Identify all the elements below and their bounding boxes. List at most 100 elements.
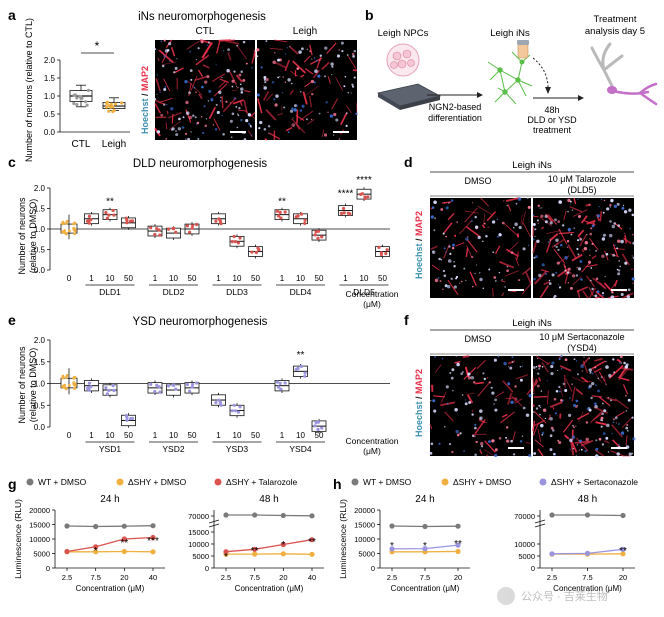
panel-a-stain-label: Hoechst / MAP2 bbox=[140, 66, 150, 134]
map2-fiber bbox=[213, 118, 221, 131]
nucleus-dot bbox=[600, 425, 603, 428]
map2-fiber bbox=[187, 80, 203, 96]
nucleus-dot bbox=[620, 292, 624, 297]
map2-fiber bbox=[222, 97, 237, 113]
nucleus-dot bbox=[313, 57, 316, 59]
nucleus-dot bbox=[614, 244, 616, 247]
series-point bbox=[620, 551, 626, 557]
map2-fiber bbox=[208, 106, 217, 120]
nucleus-dot bbox=[560, 367, 563, 370]
nucleus-dot bbox=[203, 105, 206, 108]
a-point bbox=[111, 105, 115, 109]
nucleus-dot bbox=[467, 376, 472, 380]
c-chart-point bbox=[89, 218, 93, 222]
line-significance: * bbox=[390, 541, 394, 552]
nucleus-dot bbox=[576, 267, 578, 269]
nucleus-dot bbox=[610, 198, 614, 203]
nucleus-dot bbox=[195, 59, 197, 61]
map2-fiber bbox=[501, 292, 505, 297]
nucleus-dot bbox=[560, 243, 563, 247]
nucleus-dot bbox=[557, 439, 560, 442]
panel-b-arrow2-line3: treatment bbox=[533, 125, 572, 135]
nucleus-dot bbox=[222, 49, 225, 52]
c-chart-control-point bbox=[73, 221, 77, 225]
e-chart-conc-tick: 50 bbox=[315, 431, 324, 440]
c-chart-point bbox=[125, 218, 129, 222]
nucleus-dot bbox=[459, 432, 462, 435]
map2-fiber bbox=[471, 409, 474, 413]
nucleus-dot bbox=[533, 392, 535, 395]
nucleus-dot bbox=[287, 131, 290, 134]
map2-fiber bbox=[541, 362, 549, 373]
line-ytick-label: 0 bbox=[371, 564, 375, 573]
map2-fiber bbox=[430, 245, 438, 251]
panel-g-legend-wt: WT + DMSO bbox=[38, 477, 87, 487]
panel-b-arrow2-line1: 48h bbox=[544, 105, 559, 115]
line-chart-title: 24 h bbox=[415, 494, 434, 505]
map2-fiber bbox=[306, 119, 315, 125]
nucleus-dot bbox=[233, 97, 236, 100]
nucleus-dot bbox=[594, 294, 598, 298]
e-chart-point bbox=[214, 401, 218, 405]
c-chart-conc-tick: 50 bbox=[188, 274, 197, 283]
nucleus-dot bbox=[620, 362, 622, 364]
nucleus-dot bbox=[590, 267, 593, 269]
map2-fiber bbox=[327, 76, 331, 84]
nucleus-dot bbox=[602, 211, 605, 214]
map2-fiber bbox=[521, 211, 526, 226]
nucleus-dot bbox=[327, 111, 329, 114]
nucleus-dot bbox=[330, 74, 333, 76]
nucleus-dot bbox=[624, 365, 629, 369]
nucleus-dot bbox=[248, 122, 251, 125]
nucleus-dot bbox=[562, 382, 565, 386]
nucleus-dot bbox=[612, 418, 615, 421]
nucleus-dot bbox=[595, 384, 597, 386]
nucleus-dot bbox=[212, 124, 215, 126]
nucleus-dot bbox=[240, 118, 243, 122]
nucleus-dot bbox=[345, 124, 348, 127]
nucleus-dot bbox=[346, 54, 349, 56]
map2-fiber bbox=[347, 55, 357, 69]
nucleus-dot bbox=[575, 360, 578, 362]
panel-e-xlabel: Concentration bbox=[346, 436, 399, 446]
panel-h-legend-ser: ΔSHY + Sertaconazole bbox=[551, 477, 638, 487]
nucleus-dot bbox=[311, 92, 314, 96]
c-chart-significance: ** bbox=[106, 197, 114, 208]
series-point bbox=[121, 548, 127, 555]
e-chart-control-point bbox=[61, 376, 65, 380]
map2-fiber bbox=[166, 110, 169, 115]
e-chart-ytick-label: 1.5 bbox=[34, 358, 46, 367]
map2-fiber bbox=[622, 384, 629, 395]
c-chart-point bbox=[149, 226, 153, 230]
map2-fiber bbox=[243, 100, 248, 114]
panel-b-arrow1-line1: NGN2-based bbox=[429, 102, 482, 112]
map2-fiber bbox=[534, 379, 539, 386]
line-ytick-label: 5000 bbox=[33, 550, 50, 559]
nucleus-dot bbox=[522, 406, 526, 410]
nucleus-dot bbox=[504, 286, 506, 288]
panel-a-title: iNs neuromorphogenesis bbox=[138, 11, 266, 23]
nucleus-dot bbox=[541, 207, 543, 209]
nucleus-dot bbox=[338, 138, 341, 140]
series-line bbox=[226, 553, 313, 555]
nucleus-dot bbox=[296, 105, 298, 107]
nucleus-dot bbox=[488, 381, 491, 384]
nucleus-dot bbox=[554, 245, 556, 247]
nucleus-dot bbox=[184, 79, 188, 84]
line-chart-title: 48 h bbox=[259, 494, 278, 505]
nucleus-dot bbox=[566, 240, 570, 243]
map2-fiber bbox=[540, 269, 549, 273]
nucleus-dot bbox=[329, 114, 334, 118]
series-point bbox=[309, 537, 315, 543]
nucleus-dot bbox=[562, 224, 565, 227]
nucleus-dot bbox=[292, 117, 294, 119]
nucleus-dot bbox=[566, 271, 570, 274]
nucleus-dot bbox=[178, 117, 181, 121]
a-point bbox=[120, 101, 124, 105]
nucleus-dot bbox=[564, 388, 568, 393]
nucleus-dot bbox=[272, 60, 276, 65]
map2-fiber bbox=[539, 285, 549, 299]
nucleus-dot bbox=[589, 371, 592, 374]
map2-fiber bbox=[443, 222, 453, 234]
panel-g-legend-shy: ΔSHY + DMSO bbox=[128, 477, 187, 487]
